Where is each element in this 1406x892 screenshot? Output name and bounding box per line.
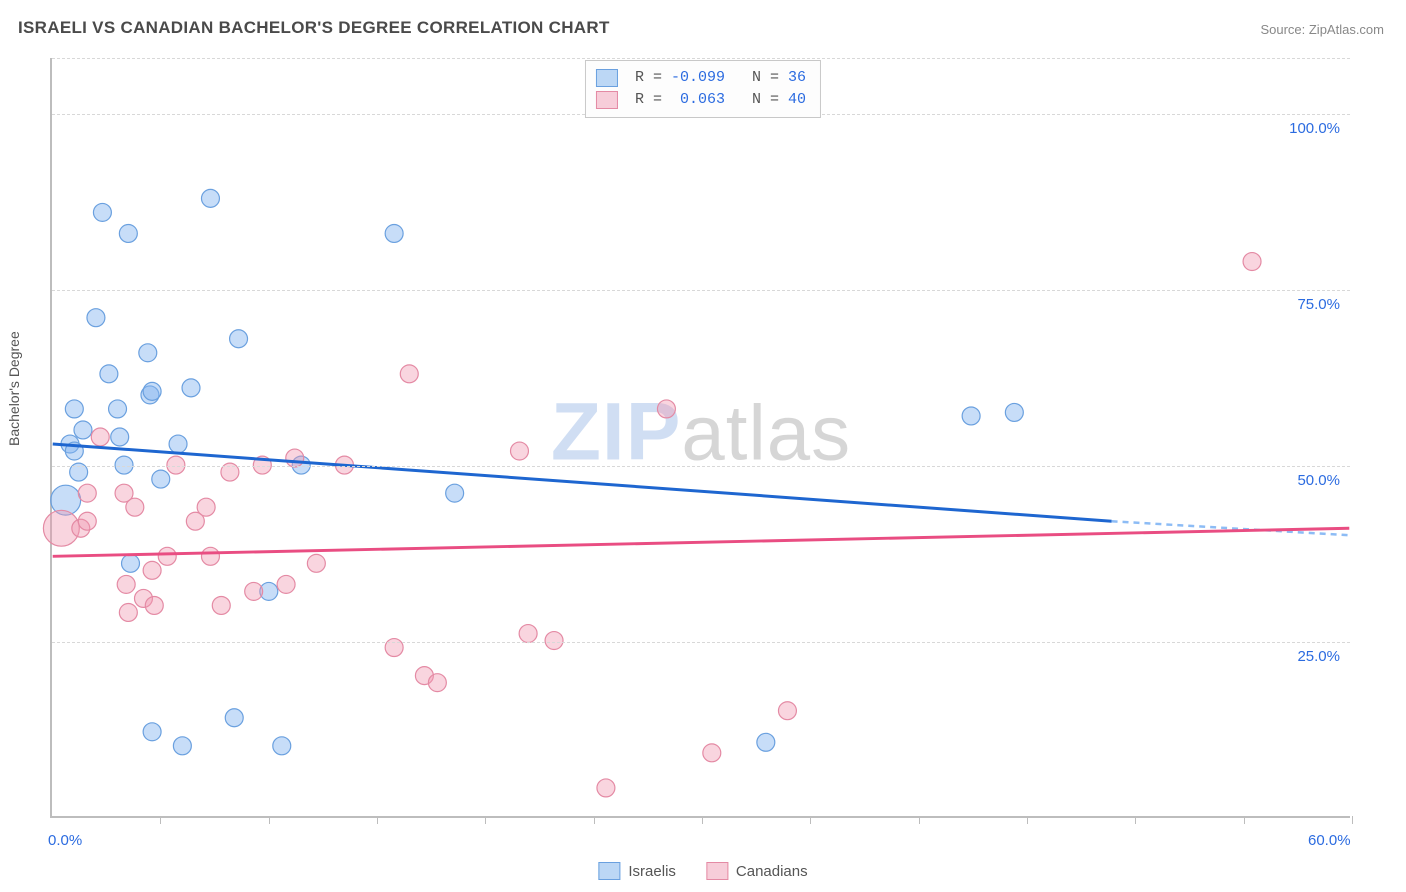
x-tick (269, 816, 270, 824)
legend-swatch-israelis (596, 69, 618, 87)
data-point-israelis (119, 224, 137, 242)
data-point-israelis (152, 470, 170, 488)
data-point-israelis (139, 344, 157, 362)
scatter-svg (52, 58, 1350, 816)
data-point-canadians (126, 498, 144, 516)
x-tick (1244, 816, 1245, 824)
data-point-israelis (757, 733, 775, 751)
series-legend-item: Canadians (706, 862, 808, 880)
x-tick (1352, 816, 1353, 824)
x-tick-label: 0.0% (48, 832, 82, 849)
data-point-canadians (197, 498, 215, 516)
data-point-israelis (111, 428, 129, 446)
data-point-israelis (182, 379, 200, 397)
x-tick-label: 60.0% (1308, 832, 1351, 849)
data-point-canadians (117, 575, 135, 593)
gridline (52, 58, 1350, 59)
trendline-canadians (53, 528, 1350, 556)
data-point-israelis (385, 224, 403, 242)
series-swatch (598, 862, 620, 880)
x-tick (1027, 816, 1028, 824)
data-point-israelis (169, 435, 187, 453)
data-point-canadians (657, 400, 675, 418)
data-point-israelis (109, 400, 127, 418)
data-point-canadians (428, 674, 446, 692)
data-point-israelis (173, 737, 191, 755)
data-point-canadians (703, 744, 721, 762)
data-point-canadians (212, 596, 230, 614)
data-point-canadians (167, 456, 185, 474)
series-legend-item: Israelis (598, 862, 676, 880)
data-point-israelis (143, 723, 161, 741)
data-point-israelis (230, 330, 248, 348)
legend-row-canadians: R = 0.063 N = 40 (596, 89, 806, 111)
data-point-israelis (143, 382, 161, 400)
y-axis-label: Bachelor's Degree (6, 331, 22, 446)
data-point-israelis (93, 203, 111, 221)
legend-text-israelis: R = -0.099 N = 36 (626, 67, 806, 89)
legend-row-israelis: R = -0.099 N = 36 (596, 67, 806, 89)
data-point-canadians (778, 702, 796, 720)
x-tick (919, 816, 920, 824)
chart-plot-area: ZIPatlas 25.0%50.0%75.0%100.0%0.0%60.0% (50, 58, 1350, 818)
data-point-canadians (400, 365, 418, 383)
gridline (52, 642, 1350, 643)
x-tick (702, 816, 703, 824)
legend-swatch-canadians (596, 91, 618, 109)
data-point-israelis (65, 400, 83, 418)
gridline (52, 466, 1350, 467)
data-point-israelis (962, 407, 980, 425)
data-point-canadians (158, 547, 176, 565)
data-point-canadians (1243, 253, 1261, 271)
legend-text-canadians: R = 0.063 N = 40 (626, 89, 806, 111)
series-label: Canadians (736, 863, 808, 880)
gridline (52, 290, 1350, 291)
source-attribution: Source: ZipAtlas.com (1260, 22, 1384, 37)
x-tick (485, 816, 486, 824)
y-tick-label: 100.0% (1289, 120, 1340, 137)
series-legend: Israelis Canadians (598, 862, 807, 880)
data-point-israelis (201, 189, 219, 207)
data-point-israelis (225, 709, 243, 727)
x-tick (594, 816, 595, 824)
data-point-canadians (277, 575, 295, 593)
data-point-canadians (78, 484, 96, 502)
data-point-israelis (446, 484, 464, 502)
data-point-canadians (145, 596, 163, 614)
series-swatch (706, 862, 728, 880)
data-point-canadians (545, 632, 563, 650)
data-point-canadians (597, 779, 615, 797)
data-point-israelis (122, 554, 140, 572)
data-point-canadians (511, 442, 529, 460)
data-point-israelis (87, 309, 105, 327)
correlation-legend: R = -0.099 N = 36 R = 0.063 N = 40 (585, 60, 821, 118)
data-point-canadians (245, 582, 263, 600)
y-tick-label: 75.0% (1297, 296, 1340, 313)
data-point-israelis (1005, 403, 1023, 421)
data-point-canadians (201, 547, 219, 565)
data-point-israelis (74, 421, 92, 439)
data-point-canadians (519, 625, 537, 643)
y-tick-label: 25.0% (1297, 648, 1340, 665)
x-tick (810, 816, 811, 824)
data-point-canadians (78, 512, 96, 530)
x-tick (377, 816, 378, 824)
data-point-canadians (143, 561, 161, 579)
chart-title: ISRAELI VS CANADIAN BACHELOR'S DEGREE CO… (18, 18, 610, 38)
data-point-israelis (115, 456, 133, 474)
source-link[interactable]: ZipAtlas.com (1309, 22, 1384, 37)
x-tick (160, 816, 161, 824)
x-tick (1135, 816, 1136, 824)
y-tick-label: 50.0% (1297, 472, 1340, 489)
data-point-israelis (273, 737, 291, 755)
data-point-canadians (119, 603, 137, 621)
data-point-israelis (100, 365, 118, 383)
source-label: Source: (1260, 22, 1308, 37)
data-point-canadians (286, 449, 304, 467)
series-label: Israelis (628, 863, 676, 880)
data-point-canadians (307, 554, 325, 572)
data-point-canadians (91, 428, 109, 446)
